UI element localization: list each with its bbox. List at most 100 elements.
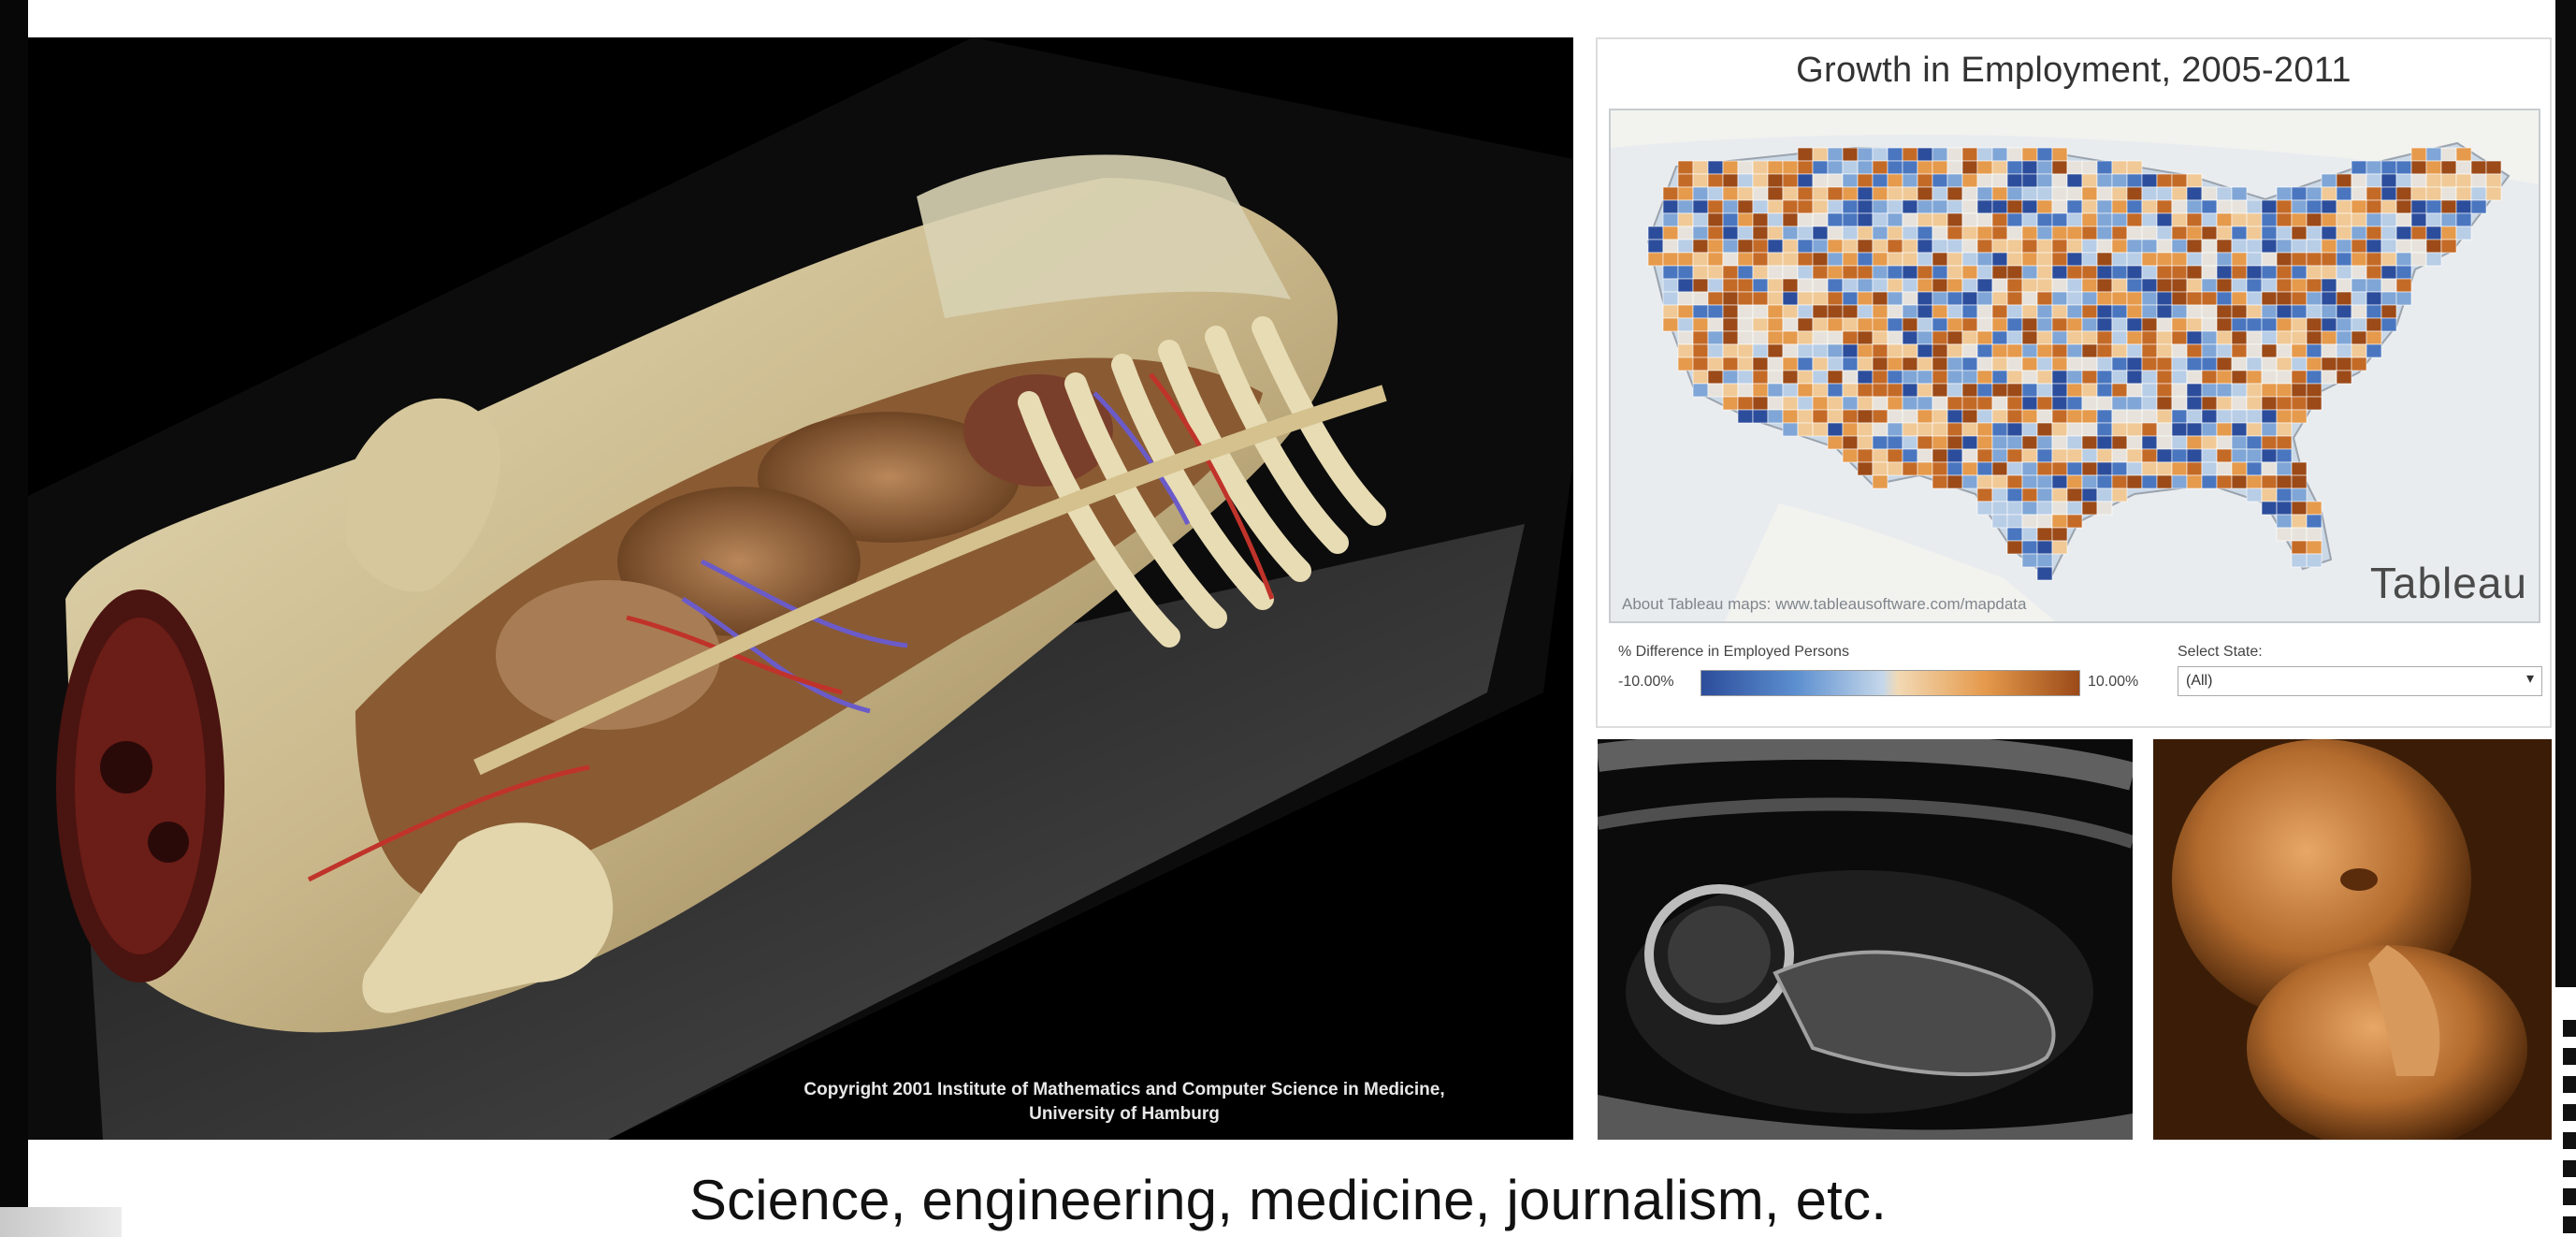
county-cell[interactable] <box>2201 461 2218 476</box>
county-cell[interactable] <box>2126 265 2143 280</box>
county-cell[interactable] <box>2111 357 2128 371</box>
county-cell[interactable] <box>2425 239 2442 254</box>
county-cell[interactable] <box>1662 239 1679 254</box>
county-cell[interactable] <box>1872 317 1889 332</box>
county-cell[interactable] <box>2261 357 2278 371</box>
county-cell[interactable] <box>2306 226 2323 240</box>
county-cell[interactable] <box>2351 317 2367 332</box>
county-cell[interactable] <box>2066 461 2083 476</box>
county-cell[interactable] <box>2096 383 2113 398</box>
county-cell[interactable] <box>2425 186 2442 201</box>
county-cell[interactable] <box>2066 422 2083 437</box>
county-cell[interactable] <box>2276 501 2293 516</box>
county-cell[interactable] <box>2051 461 2068 476</box>
county-cell[interactable] <box>2036 173 2053 188</box>
county-cell[interactable] <box>1827 226 1844 240</box>
county-cell[interactable] <box>1917 422 1933 437</box>
county-cell[interactable] <box>1946 265 1963 280</box>
county-cell[interactable] <box>2231 383 2248 398</box>
county-cell[interactable] <box>1946 186 1963 201</box>
county-cell[interactable] <box>2276 461 2293 476</box>
county-cell[interactable] <box>1842 304 1859 319</box>
county-cell[interactable] <box>2096 278 2113 293</box>
county-cell[interactable] <box>2186 409 2203 424</box>
county-cell[interactable] <box>1917 461 1933 476</box>
county-cell[interactable] <box>2381 173 2397 188</box>
county-cell[interactable] <box>1946 226 1963 240</box>
county-cell[interactable] <box>2066 435 2083 450</box>
county-cell[interactable] <box>1692 370 1709 385</box>
county-cell[interactable] <box>1722 343 1739 358</box>
county-cell[interactable] <box>1662 278 1679 293</box>
county-cell[interactable] <box>2021 488 2038 502</box>
county-cell[interactable] <box>1812 226 1829 240</box>
county-cell[interactable] <box>2321 370 2337 385</box>
county-cell[interactable] <box>2201 474 2218 489</box>
county-cell[interactable] <box>2231 435 2248 450</box>
county-cell[interactable] <box>2171 474 2188 489</box>
county-cell[interactable] <box>2081 252 2098 267</box>
county-cell[interactable] <box>1782 291 1799 306</box>
county-cell[interactable] <box>2291 527 2308 542</box>
county-cell[interactable] <box>1767 409 1784 424</box>
county-cell[interactable] <box>2246 448 2263 463</box>
county-cell[interactable] <box>2351 239 2367 254</box>
county-cell[interactable] <box>1917 186 1933 201</box>
county-cell[interactable] <box>2171 461 2188 476</box>
county-cell[interactable] <box>2216 291 2233 306</box>
county-cell[interactable] <box>2366 239 2382 254</box>
county-cell[interactable] <box>1917 448 1933 463</box>
county-cell[interactable] <box>2276 514 2293 529</box>
county-cell[interactable] <box>2261 226 2278 240</box>
county-cell[interactable] <box>2021 252 2038 267</box>
county-cell[interactable] <box>2006 199 2023 214</box>
county-cell[interactable] <box>2096 173 2113 188</box>
county-cell[interactable] <box>1662 186 1679 201</box>
county-cell[interactable] <box>1857 461 1874 476</box>
county-cell[interactable] <box>2366 226 2382 240</box>
county-cell[interactable] <box>2081 409 2098 424</box>
county-cell[interactable] <box>1917 304 1933 319</box>
county-cell[interactable] <box>1946 357 1963 371</box>
county-cell[interactable] <box>2051 226 2068 240</box>
county-cell[interactable] <box>1767 330 1784 345</box>
county-cell[interactable] <box>1692 291 1709 306</box>
county-cell[interactable] <box>2276 448 2293 463</box>
county-cell[interactable] <box>2276 265 2293 280</box>
county-cell[interactable] <box>1827 199 1844 214</box>
county-cell[interactable] <box>2036 199 2053 214</box>
county-cell[interactable] <box>2051 147 2068 162</box>
county-cell[interactable] <box>1917 278 1933 293</box>
county-cell[interactable] <box>1991 435 2008 450</box>
county-cell[interactable] <box>2066 317 2083 332</box>
county-cell[interactable] <box>2036 357 2053 371</box>
county-cell[interactable] <box>2216 357 2233 371</box>
county-cell[interactable] <box>2410 173 2427 188</box>
county-cell[interactable] <box>2051 370 2068 385</box>
county-cell[interactable] <box>1752 304 1769 319</box>
county-cell[interactable] <box>2231 448 2248 463</box>
county-cell[interactable] <box>1857 304 1874 319</box>
county-cell[interactable] <box>1917 265 1933 280</box>
county-cell[interactable] <box>1932 186 1948 201</box>
county-cell[interactable] <box>2096 226 2113 240</box>
county-cell[interactable] <box>2216 330 2233 345</box>
county-cell[interactable] <box>2156 239 2173 254</box>
county-cell[interactable] <box>1662 252 1679 267</box>
county-cell[interactable] <box>1872 278 1889 293</box>
county-cell[interactable] <box>2006 278 2023 293</box>
county-cell[interactable] <box>2351 357 2367 371</box>
county-cell[interactable] <box>2006 330 2023 345</box>
county-cell[interactable] <box>2410 252 2427 267</box>
county-cell[interactable] <box>2081 186 2098 201</box>
county-cell[interactable] <box>2336 239 2352 254</box>
county-cell[interactable] <box>2186 239 2203 254</box>
county-cell[interactable] <box>2081 343 2098 358</box>
county-cell[interactable] <box>1752 343 1769 358</box>
county-cell[interactable] <box>2306 278 2323 293</box>
county-cell[interactable] <box>2081 212 2098 227</box>
county-cell[interactable] <box>2336 186 2352 201</box>
county-cell[interactable] <box>1872 370 1889 385</box>
county-cell[interactable] <box>1961 147 1978 162</box>
county-cell[interactable] <box>1707 383 1724 398</box>
